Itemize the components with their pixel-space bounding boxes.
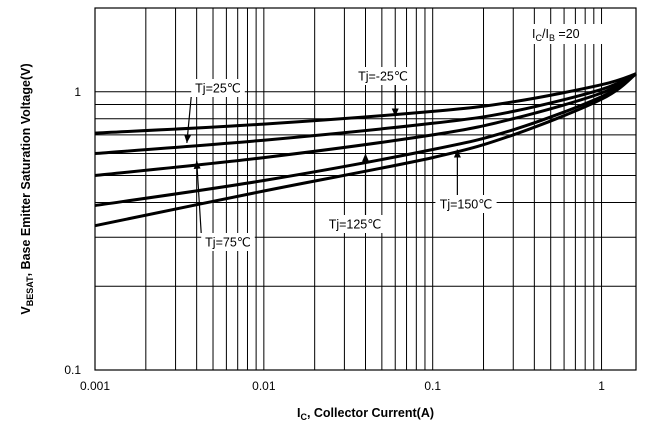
series-label-background [201, 233, 255, 251]
x-axis-label: IC, Collector Current(A) [297, 406, 434, 422]
y-tick-labels: 0.11 [64, 85, 81, 377]
series-label: Tj=150℃ [440, 198, 493, 212]
condition-label: IC/IB =20 [532, 27, 580, 43]
series-label-background [324, 215, 386, 233]
series-line-0 [94, 72, 637, 135]
annotation-arrowhead [391, 108, 399, 117]
annotation-arrowhead [362, 153, 369, 162]
series-line-3 [94, 72, 637, 207]
y-tick-label: 0.1 [64, 363, 81, 377]
y-axis-label: VBESAT, Base Emitter Saturation Voltage(… [19, 63, 35, 314]
x-tick-label: 0.1 [424, 379, 441, 393]
series-label-background [352, 67, 414, 85]
x-tick-label: 0.01 [252, 379, 276, 393]
x-tick-label: 1 [598, 379, 605, 393]
condition-label-background [528, 24, 610, 44]
plot-frame [94, 7, 637, 371]
series-line-4 [94, 72, 637, 228]
annotation-arrowhead [453, 149, 461, 158]
series-label-background [191, 79, 245, 97]
annotation-arrowhead [193, 160, 201, 169]
series-label: Tj=25℃ [195, 82, 241, 96]
series-line-2 [94, 72, 637, 177]
x-tick-labels: 0.001 0.01 0.1 1 [80, 379, 605, 393]
x-tick-label: 0.001 [80, 379, 110, 393]
series-label-background [435, 195, 497, 213]
annotation-leader [196, 160, 202, 234]
series-label: Tj=-25℃ [358, 70, 408, 84]
series-layer [94, 72, 637, 228]
y-tick-label: 1 [74, 85, 81, 99]
annotation-layer: Tj=25℃ Tj=-25℃ Tj=75℃ Tj=125℃ Tj=150℃ [184, 67, 497, 251]
series-line-1 [94, 72, 637, 155]
annotation-arrowhead [184, 134, 192, 143]
series-label: Tj=125℃ [329, 218, 382, 232]
series-label: Tj=75℃ [205, 236, 251, 250]
